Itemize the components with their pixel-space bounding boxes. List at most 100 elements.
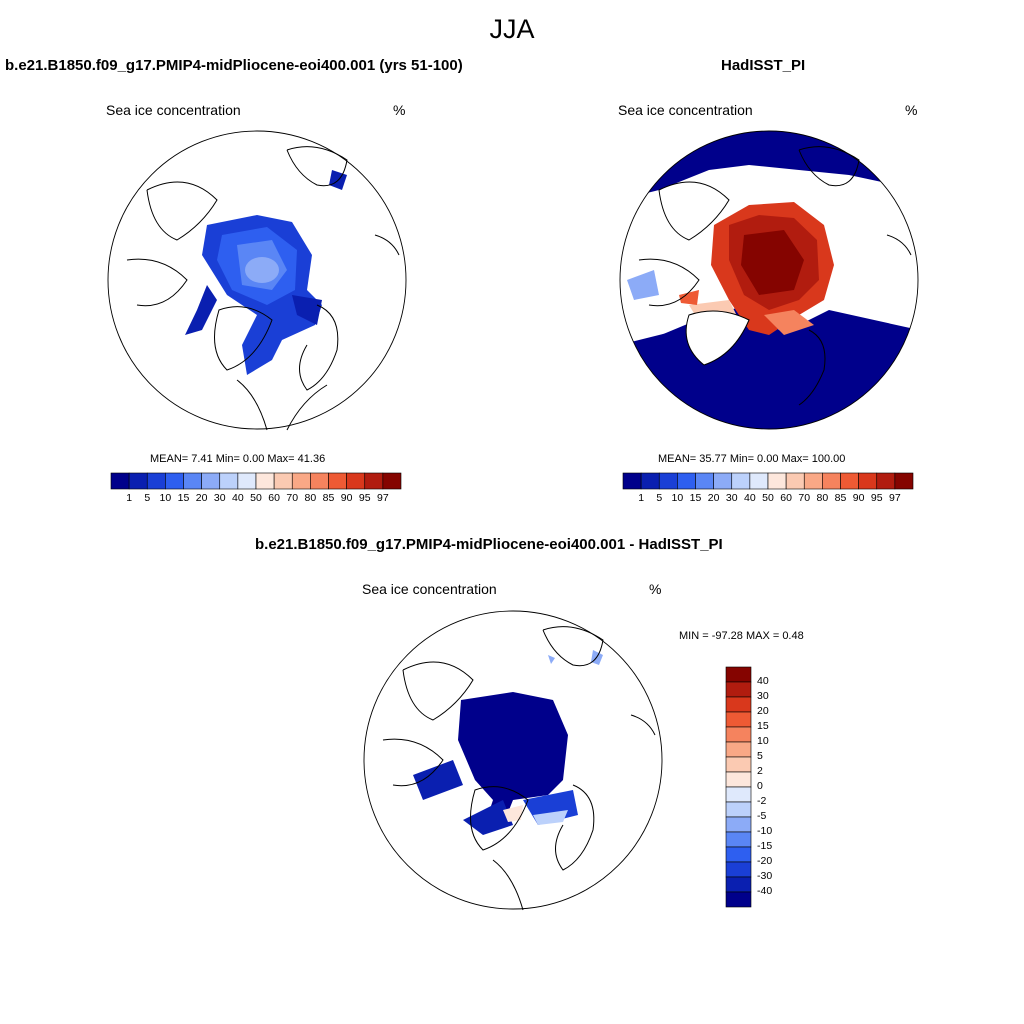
colorbar-swatch: [201, 472, 221, 490]
colorbar-tick-label: 30: [757, 690, 769, 702]
colorbar-swatch: [622, 472, 642, 490]
colorbar-tick-label: 20: [757, 705, 769, 717]
colorbar-tick-label: 30: [213, 492, 226, 504]
colorbar-tick-label: 80: [304, 492, 317, 504]
colorbar-tick-label: 70: [798, 492, 811, 504]
colorbar-swatch: [725, 771, 752, 788]
colorbar-tick-label: 90: [340, 492, 353, 504]
colorbar-tick-label: -15: [757, 840, 773, 852]
panel1-stats: MEAN= 7.41 Min= 0.00 Max= 41.36: [150, 453, 326, 465]
colorbar-tick-label: 50: [762, 492, 774, 504]
colorbar-tick-label: 97: [377, 492, 389, 504]
colorbar-tick-label: 2: [757, 765, 763, 777]
colorbar-swatch: [725, 681, 752, 698]
colorbar-swatch: [725, 846, 752, 863]
colorbar-tick-label: 90: [852, 492, 865, 504]
colorbar-tick-label: 95: [870, 492, 883, 504]
colorbar-swatch: [725, 786, 752, 803]
colorbar-swatch: [725, 816, 752, 833]
colorbar-swatch: [695, 472, 714, 490]
colorbar-swatch: [858, 472, 878, 490]
colorbar-tick-label: 15: [177, 492, 190, 504]
colorbar-tick-label: 40: [757, 675, 769, 687]
panel3-map: [363, 610, 663, 911]
figure-title: JJA: [489, 14, 535, 44]
colorbar-swatch: [822, 472, 841, 490]
colorbar-swatch: [725, 741, 752, 758]
colorbar-tick-label: 40: [744, 492, 756, 504]
colorbar-tick-label: 85: [322, 492, 335, 504]
colorbar-tick-label: 70: [286, 492, 299, 504]
panel3-colorbar: [725, 666, 752, 908]
colorbar-tick-label: 50: [250, 492, 262, 504]
colorbar-swatch: [725, 696, 752, 713]
colorbar-tick-label: 20: [195, 492, 208, 504]
colorbar-tick-label: 5: [656, 492, 663, 504]
colorbar-swatch: [803, 472, 823, 490]
panel3-diff-field: [458, 692, 568, 830]
colorbar-swatch: [219, 472, 239, 490]
colorbar-swatch: [110, 472, 130, 490]
colorbar-swatch: [382, 472, 402, 490]
colorbar-swatch: [785, 472, 805, 490]
colorbar-swatch: [725, 891, 752, 908]
panel2-variable: Sea ice concentration: [618, 102, 753, 118]
colorbar-swatch: [894, 472, 914, 490]
panel2-title: HadISST_PI: [721, 57, 806, 74]
colorbar-swatch: [725, 726, 752, 743]
colorbar-swatch: [713, 472, 733, 490]
panel3-title: b.e21.B1850.f09_g17.PMIP4-midPliocene-eo…: [255, 536, 723, 553]
panel1-colorbar-labels: 1 5 10 15 20 30 40 50 60 70 80 85 90 95 97: [111, 492, 401, 506]
colorbar-tick-label: -40: [757, 885, 773, 897]
colorbar-tick-label: 60: [268, 492, 280, 504]
colorbar-swatch: [237, 472, 257, 490]
panel1-colorbar: [110, 472, 402, 490]
panel3-stats: MIN = -97.28 MAX = 0.48: [679, 630, 804, 642]
panel1-title: b.e21.B1850.f09_g17.PMIP4-midPliocene-eo…: [5, 57, 463, 74]
colorbar-swatch: [346, 472, 366, 490]
colorbar-tick-label: 1: [638, 492, 645, 504]
colorbar-tick-label: 15: [689, 492, 702, 504]
colorbar-swatch: [725, 861, 752, 878]
panel2-map: [619, 130, 919, 430]
colorbar-tick-label: 1: [126, 492, 133, 504]
colorbar-tick-label: -5: [757, 810, 767, 822]
colorbar-swatch: [731, 472, 751, 490]
panel3-variable: Sea ice concentration: [362, 581, 497, 597]
colorbar-tick-label: 10: [159, 492, 172, 504]
panel1-variable: Sea ice concentration: [106, 102, 241, 118]
colorbar-swatch: [725, 876, 752, 893]
colorbar-tick-label: 85: [834, 492, 847, 504]
colorbar-swatch: [725, 756, 752, 773]
colorbar-swatch: [840, 472, 859, 490]
colorbar-tick-label: 97: [889, 492, 901, 504]
panel2-stats: MEAN= 35.77 Min= 0.00 Max= 100.00: [658, 453, 846, 465]
colorbar-swatch: [255, 472, 275, 490]
colorbar-swatch: [291, 472, 311, 490]
colorbar-tick-label: 40: [232, 492, 244, 504]
colorbar-swatch: [128, 472, 148, 490]
panel1-map: [107, 130, 407, 431]
panel2-colorbar: [622, 472, 914, 490]
colorbar-tick-label: 10: [757, 735, 769, 747]
colorbar-swatch: [273, 472, 293, 490]
colorbar-swatch: [310, 472, 329, 490]
colorbar-tick-label: 5: [757, 750, 763, 762]
colorbar-swatch: [658, 472, 678, 490]
colorbar-swatch: [725, 831, 752, 848]
panel2-colorbar-labels: 1 5 10 15 20 30 40 50 60 70 80 85 90 95 97: [623, 492, 913, 506]
colorbar-swatch: [749, 472, 769, 490]
colorbar-tick-label: 60: [780, 492, 792, 504]
colorbar-tick-label: 20: [707, 492, 720, 504]
colorbar-swatch: [328, 472, 347, 490]
colorbar-tick-label: 10: [671, 492, 684, 504]
colorbar-tick-label: 95: [358, 492, 371, 504]
colorbar-swatch: [725, 801, 752, 818]
colorbar-swatch: [183, 472, 202, 490]
colorbar-tick-label: 30: [725, 492, 738, 504]
colorbar-swatch: [146, 472, 166, 490]
colorbar-swatch: [640, 472, 660, 490]
colorbar-swatch: [677, 472, 696, 490]
colorbar-tick-label: -30: [757, 870, 773, 882]
panel2-units: %: [905, 102, 918, 118]
